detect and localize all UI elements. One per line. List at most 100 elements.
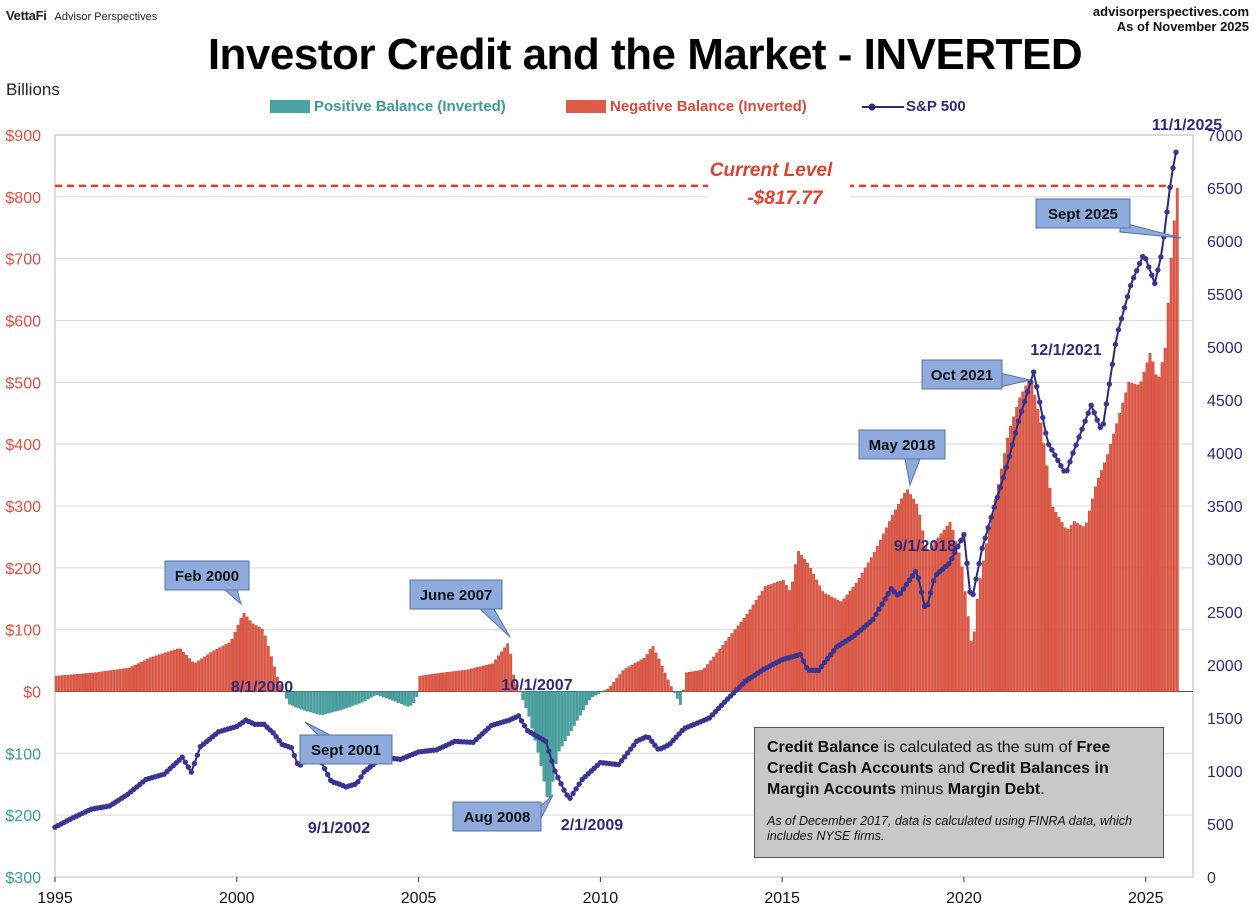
- sp500-point: [1170, 165, 1176, 171]
- sept2001-callout-box: [299, 734, 393, 765]
- credit-bar: [488, 664, 491, 692]
- credit-bar: [751, 604, 755, 692]
- legend-negative-swatch: [566, 100, 606, 113]
- credit-bar: [936, 537, 940, 692]
- credit-bar: [57, 675, 61, 692]
- sp500-point: [1033, 383, 1040, 390]
- credit-bar: [627, 666, 631, 692]
- site-info: advisorperspectives.com As of November 2…: [1093, 4, 1249, 34]
- credit-bar: [960, 566, 964, 692]
- credit-balance-bars: [54, 188, 1179, 800]
- credit-bar: [454, 670, 458, 692]
- credit-bar: [472, 667, 476, 692]
- left-tick-label: $200: [5, 808, 41, 825]
- credit-bar: [451, 671, 455, 692]
- sp500-point: [952, 549, 958, 556]
- credit-bar: [263, 635, 267, 692]
- legend-sp500-label: S&P 500: [906, 98, 966, 115]
- credit-bar: [1087, 510, 1091, 692]
- credit-bar: [685, 672, 688, 692]
- credit-bar: [233, 631, 237, 692]
- sp500-point: [291, 752, 298, 759]
- credit-bar: [1060, 522, 1064, 692]
- credit-bar: [63, 675, 67, 692]
- credit-bar: [542, 691, 546, 782]
- sp500-point: [827, 652, 834, 658]
- credit-bar: [203, 656, 207, 692]
- sp500-point: [1124, 293, 1131, 300]
- credit-bar: [100, 671, 104, 692]
- credit-bar: [372, 691, 376, 696]
- credit-bar: [115, 669, 119, 692]
- credit-bar: [939, 533, 943, 692]
- credit-bar: [554, 691, 558, 765]
- credit-bar: [1036, 408, 1040, 692]
- sp500-point: [873, 611, 879, 617]
- right-tick-label: 2500: [1207, 605, 1243, 622]
- sp500-point: [958, 537, 964, 544]
- sp500-point: [627, 746, 634, 752]
- credit-bar: [560, 691, 564, 747]
- credit-bar: [91, 672, 94, 692]
- credit-bar: [1033, 395, 1037, 692]
- credit-bar: [1112, 433, 1116, 692]
- credit-bar: [1154, 374, 1158, 692]
- sp500-point: [567, 795, 573, 801]
- credit-bar: [591, 691, 594, 697]
- credit-bar: [624, 668, 628, 692]
- sp500-point: [988, 514, 994, 521]
- sp500-point: [1046, 441, 1052, 448]
- credit-bar: [1027, 379, 1031, 692]
- credit-bar: [924, 545, 928, 692]
- credit-bar: [512, 674, 516, 692]
- right-tick-label: 2000: [1207, 658, 1243, 675]
- credit-bar: [239, 617, 243, 692]
- brand-logo: VettaFi Advisor Perspectives: [6, 8, 157, 23]
- credit-bar: [1136, 384, 1140, 692]
- credit-bar: [430, 674, 434, 692]
- credit-bar: [927, 549, 931, 692]
- credit-bar: [594, 691, 597, 696]
- credit-bar: [1066, 528, 1070, 692]
- sp500-point: [976, 561, 982, 567]
- credit-bar: [1063, 527, 1067, 692]
- credit-bar: [497, 655, 500, 692]
- sp500-point: [1094, 417, 1100, 423]
- credit-bar: [803, 559, 806, 692]
- sp500-point: [1030, 369, 1037, 375]
- sp500-point: [815, 667, 822, 673]
- sp500-point: [1121, 304, 1128, 311]
- credit-bar: [727, 637, 731, 692]
- credit-bar: [154, 655, 158, 692]
- credit-bar: [669, 686, 673, 692]
- credit-bar: [124, 668, 128, 692]
- credit-bar: [778, 581, 782, 692]
- credit-bar: [315, 691, 319, 714]
- credit-bar: [191, 661, 194, 692]
- credit-bar: [457, 670, 461, 692]
- sp500-point: [924, 602, 931, 608]
- credit-bar: [424, 674, 428, 692]
- sp500-point: [543, 738, 549, 745]
- credit-bar: [257, 627, 261, 692]
- credit-bar: [775, 582, 779, 692]
- sp500-point: [1173, 149, 1179, 155]
- credit-bar: [812, 573, 816, 692]
- credit-bar: [733, 629, 737, 692]
- credit-bar: [88, 673, 91, 692]
- credit-bar: [69, 674, 73, 692]
- credit-bar: [206, 654, 210, 692]
- credit-bar: [878, 539, 882, 692]
- june2007-callout-box: [409, 579, 503, 610]
- credit-bar: [179, 648, 182, 692]
- credit-bar: [1094, 486, 1097, 692]
- sp500-point: [576, 781, 582, 787]
- sp500-point: [1043, 430, 1049, 436]
- sp500-point: [615, 761, 622, 768]
- site-url[interactable]: advisorperspectives.com: [1092, 4, 1249, 19]
- sp500-point: [561, 787, 567, 793]
- brand-sub: Advisor Perspectives: [54, 11, 158, 23]
- credit-bar: [327, 691, 331, 714]
- sp500-point: [1143, 255, 1149, 262]
